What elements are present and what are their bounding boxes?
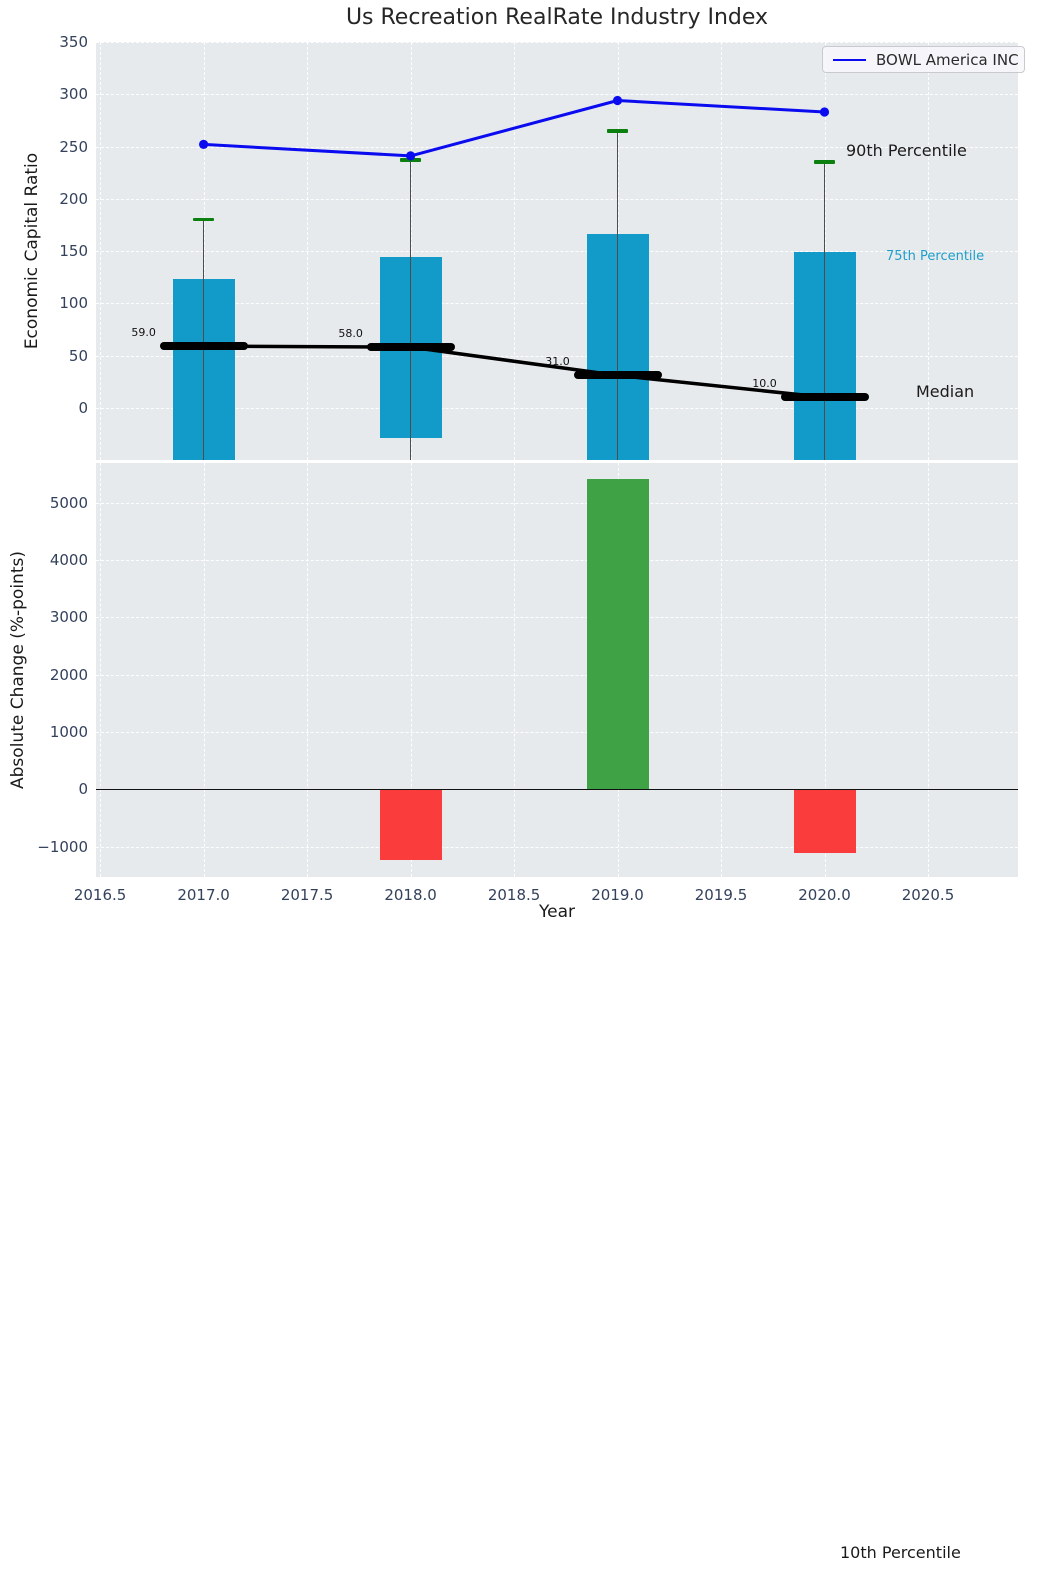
- gridline-horizontal: [96, 94, 1018, 96]
- gridline-horizontal: [96, 674, 1018, 676]
- gridline-vertical: [514, 463, 516, 877]
- y-tick-label: 150: [59, 242, 88, 260]
- legend: BOWL America INC: [822, 46, 1025, 73]
- whisker-cap-90th-percentile: [193, 217, 215, 222]
- chart-title: Us Recreation RealRate Industry Index: [345, 5, 769, 30]
- gridline-vertical: [307, 463, 309, 877]
- company-marker: [819, 107, 830, 117]
- whisker-line: [202, 219, 205, 460]
- gridline-horizontal: [96, 303, 1018, 305]
- median-line: [201, 344, 827, 400]
- y-tick-label: 2000: [49, 665, 88, 684]
- whisker-line: [409, 160, 412, 460]
- y-tick-label: 350: [59, 33, 88, 51]
- annotation-median: Median: [916, 382, 975, 401]
- y-tick-label: −1000: [37, 837, 88, 856]
- gridline-horizontal: [96, 42, 1018, 43]
- x-tick-label: 2018.0: [384, 886, 437, 904]
- x-tick-label: 2018.5: [487, 886, 541, 904]
- x-tick-label: 2020.5: [901, 886, 955, 904]
- gridline-horizontal: [96, 198, 1018, 200]
- gridline-horizontal: [96, 559, 1018, 561]
- gridline-vertical: [203, 463, 205, 877]
- gridline-horizontal: [96, 146, 1018, 148]
- x-tick-label: 2019.5: [694, 886, 748, 904]
- legend-label: BOWL America INC: [876, 50, 1019, 69]
- gridline-vertical: [721, 463, 722, 877]
- y-tick-label: 4000: [49, 550, 88, 569]
- x-tick-label: 2016.5: [73, 886, 127, 904]
- x-tick-label: 2019.0: [591, 886, 644, 904]
- median-value-label: 10.0: [752, 377, 777, 391]
- x-axis-label: Year: [539, 902, 575, 922]
- x-tick-label: 2017.0: [177, 886, 230, 904]
- x-tick-label: 2020.0: [798, 886, 851, 904]
- y-tick-label: 50: [68, 346, 88, 365]
- legend-line-sample: [833, 58, 866, 61]
- gridline-horizontal: [96, 502, 1018, 504]
- y-tick-label: 5000: [49, 493, 88, 512]
- gridline-horizontal: [96, 846, 1018, 848]
- x-tick-label: 2017.5: [280, 886, 334, 904]
- gridline-vertical: [824, 463, 826, 877]
- whisker-line: [616, 130, 619, 460]
- whisker-cap-90th-percentile: [814, 160, 835, 164]
- company-marker: [199, 139, 209, 149]
- median-value-label: 58.0: [338, 327, 363, 341]
- gridline-horizontal: [96, 617, 1018, 619]
- y-tick-label: 300: [59, 85, 88, 104]
- gridline-vertical: [928, 463, 929, 877]
- annotation-10th-percentile: 10th Percentile: [840, 1543, 961, 1562]
- y-tick-label: 100: [59, 294, 88, 313]
- whisker-line: [823, 162, 826, 460]
- median-value-label: 59.0: [131, 326, 156, 340]
- y-tick-label: 200: [59, 189, 88, 208]
- change-bar-negative: [379, 789, 442, 860]
- annotation-75th-percentile: 75th Percentile: [886, 249, 985, 264]
- gridline-vertical: [410, 463, 412, 877]
- y-tick-label: 0: [78, 780, 88, 799]
- company-marker: [406, 151, 416, 161]
- y-tick-label: 250: [59, 137, 88, 156]
- gridline-horizontal: [96, 355, 1018, 357]
- median-value-label: 31.0: [545, 355, 570, 369]
- zero-line: [96, 788, 1018, 791]
- gridline-horizontal: [96, 251, 1018, 252]
- company-marker: [612, 95, 623, 106]
- change-bar-positive: [586, 479, 649, 790]
- gridline-horizontal: [96, 731, 1018, 733]
- y-tick-label: 3000: [49, 608, 88, 627]
- bottom-axes: [96, 463, 1018, 877]
- company-line: [202, 99, 826, 158]
- whisker-cap-90th-percentile: [607, 129, 628, 133]
- top-axes: 59.0 58.0 31.0 10.0: [96, 42, 1018, 460]
- change-bar-negative: [793, 789, 856, 854]
- y-tick-label: 0: [78, 398, 88, 417]
- gridline-vertical: [100, 463, 102, 877]
- annotation-90th-percentile: 90th Percentile: [846, 141, 967, 160]
- bottom-y-axis-label: Absolute Change (%-points): [8, 551, 28, 789]
- gridline-horizontal: [96, 407, 1018, 409]
- top-chart-lines: [199, 95, 830, 400]
- y-tick-label: 1000: [49, 722, 88, 741]
